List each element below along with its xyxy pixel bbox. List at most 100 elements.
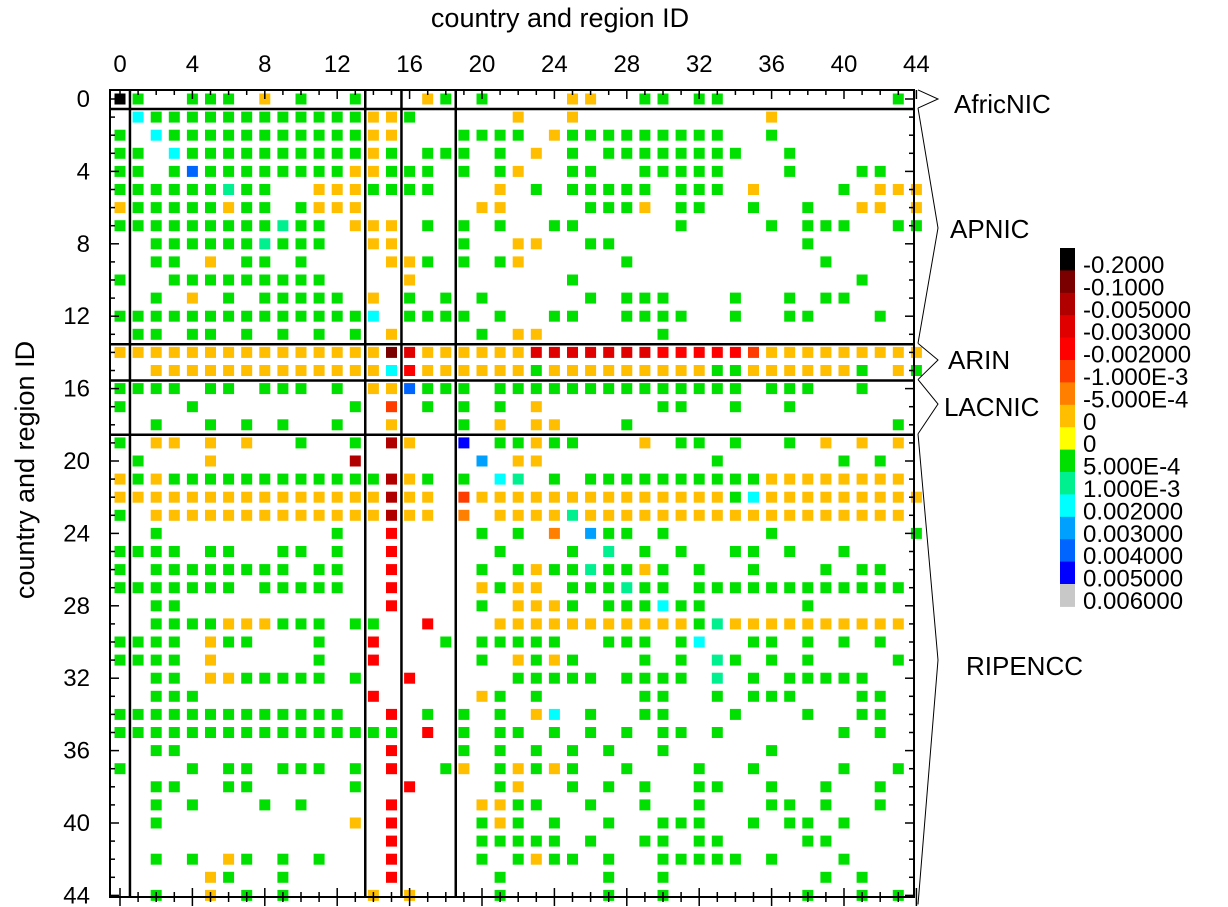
- heatmap-cell: [132, 491, 144, 503]
- colorbar-swatch: [1060, 516, 1075, 540]
- x-tick-label: 0: [113, 51, 126, 78]
- colorbar-swatch: [1060, 472, 1075, 495]
- heatmap-cell: [820, 473, 832, 485]
- heatmap-cell: [114, 165, 126, 177]
- heatmap-cell: [458, 220, 470, 232]
- heatmap-cell: [223, 871, 235, 883]
- heatmap-cell: [603, 129, 615, 141]
- heatmap-cell: [820, 365, 832, 376]
- heatmap-cell: [512, 129, 524, 141]
- x-axis-label: country and region ID: [431, 3, 689, 33]
- heatmap-cell: [639, 184, 651, 195]
- heatmap-cell: [132, 93, 144, 105]
- heatmap-cell: [114, 509, 126, 521]
- heatmap-cell: [693, 383, 705, 395]
- heatmap-cell: [205, 202, 216, 214]
- heatmap-cell: [205, 93, 216, 105]
- region-label: ARIN: [948, 345, 1010, 375]
- heatmap-cell: [295, 799, 307, 811]
- heatmap-cell: [404, 491, 416, 503]
- heatmap-cell: [585, 383, 597, 395]
- heatmap-cell: [205, 383, 216, 395]
- heatmap-cell: [476, 455, 488, 467]
- heatmap-cell: [729, 708, 741, 720]
- heatmap-cell: [910, 202, 922, 214]
- heatmap-cell: [422, 365, 434, 376]
- heatmap-cell: [458, 708, 470, 720]
- heatmap-cell: [512, 527, 524, 539]
- heatmap-cell: [422, 346, 434, 358]
- heatmap-cell: [603, 618, 615, 630]
- heatmap-cell: [766, 527, 778, 539]
- heatmap-cell: [748, 491, 759, 503]
- heatmap-cell: [476, 202, 488, 214]
- heatmap-cell: [386, 165, 397, 177]
- heatmap-cell: [223, 763, 235, 775]
- x-tick-label: 12: [324, 51, 351, 78]
- heatmap-cell: [168, 618, 180, 630]
- heatmap-cell: [530, 618, 542, 630]
- heatmap-cell: [150, 618, 162, 630]
- heatmap-cell: [494, 763, 506, 775]
- region-dividers: [110, 90, 914, 897]
- heatmap-cell: [748, 618, 759, 630]
- colorbar-swatch: [1060, 449, 1075, 473]
- heatmap-cell: [223, 202, 235, 214]
- heatmap-cell: [675, 346, 687, 358]
- colorbar-label: 0.005000: [1083, 566, 1183, 593]
- heatmap-cell: [150, 328, 162, 340]
- heatmap-cell: [386, 365, 397, 376]
- heatmap-cell: [168, 727, 180, 738]
- heatmap-cell: [331, 292, 343, 304]
- heatmap-cell: [729, 437, 741, 449]
- heatmap-cell: [186, 509, 198, 521]
- heatmap-cell: [241, 165, 253, 177]
- heatmap-cell: [295, 473, 307, 485]
- heatmap-cell: [548, 708, 560, 720]
- heatmap-cell: [386, 727, 397, 738]
- heatmap-cell: [548, 346, 560, 358]
- heatmap-cell: [295, 238, 307, 250]
- heatmap-cell: [476, 799, 488, 811]
- heatmap-cell: [548, 310, 560, 322]
- heatmap-cell: [856, 509, 868, 521]
- heatmap-cell: [241, 220, 253, 232]
- heatmap-cell: [856, 274, 868, 286]
- colorbar-swatch: [1060, 270, 1075, 294]
- heatmap-cell: [693, 853, 705, 865]
- heatmap-cell: [349, 473, 361, 485]
- heatmap-cell: [313, 184, 325, 195]
- heatmap-cell: [530, 582, 542, 594]
- heatmap-cell: [168, 690, 180, 702]
- heatmap-cell: [494, 799, 506, 811]
- heatmap-cell: [313, 220, 325, 232]
- heatmap-cell: [114, 220, 126, 232]
- heatmap-cell: [621, 763, 633, 775]
- heatmap-cell: [241, 473, 253, 485]
- heatmap-cell: [820, 799, 832, 811]
- heatmap-cell: [277, 129, 289, 141]
- heatmap-cell: [150, 111, 162, 123]
- heatmap-cell: [639, 147, 651, 159]
- heatmap-cell: [259, 165, 271, 177]
- heatmap-cell: [277, 763, 289, 775]
- heatmap-cell: [585, 184, 597, 195]
- heatmap-cell: [585, 93, 597, 105]
- heatmap-cell: [404, 365, 416, 376]
- heatmap-cell: [168, 256, 180, 268]
- heatmap-cell: [313, 346, 325, 358]
- heatmap-cell: [621, 383, 633, 395]
- heatmap-cell: [168, 491, 180, 503]
- heatmap-cell: [277, 871, 289, 883]
- heatmap-cell: [132, 455, 144, 467]
- heatmap-cell: [874, 509, 886, 521]
- heatmap-cell: [802, 600, 814, 612]
- heatmap-cell: [313, 147, 325, 159]
- heatmap-cell: [349, 202, 361, 214]
- heatmap-cell: [349, 129, 361, 141]
- heatmap-cell: [386, 147, 397, 159]
- heatmap-cell: [349, 401, 361, 413]
- heatmap-cell: [331, 564, 343, 576]
- heatmap-cell: [223, 582, 235, 594]
- heatmap-cell: [422, 473, 434, 485]
